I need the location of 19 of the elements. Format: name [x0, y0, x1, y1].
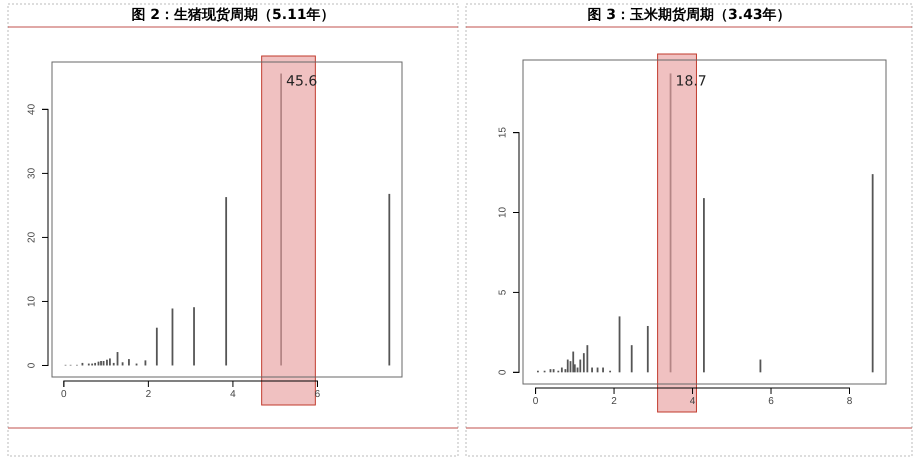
chart-title: 图 2：生猪现货周期（5.11年） [131, 7, 335, 23]
y-tick-label: 5 [498, 289, 509, 296]
y-tick-label: 10 [26, 295, 38, 308]
chart-title: 图 3：玉米期货周期（3.43年） [587, 7, 791, 23]
y-tick-label: 10 [498, 206, 509, 218]
y-tick-label: 0 [498, 369, 509, 376]
x-tick-label: 6 [768, 396, 774, 408]
x-tick-label: 4 [230, 389, 236, 400]
y-tick-label: 40 [26, 103, 38, 115]
x-tick-label: 4 [690, 396, 696, 408]
y-tick-label: 15 [498, 126, 509, 138]
x-tick-label: 0 [532, 396, 539, 408]
y-tick-label: 20 [26, 231, 38, 243]
x-tick-label: 8 [846, 396, 853, 408]
x-tick-label: 2 [146, 389, 152, 400]
y-tick-label: 30 [26, 167, 38, 179]
y-tick-label: 0 [26, 362, 38, 368]
x-tick-label: 2 [611, 396, 618, 408]
x-tick-label: 0 [61, 389, 68, 400]
